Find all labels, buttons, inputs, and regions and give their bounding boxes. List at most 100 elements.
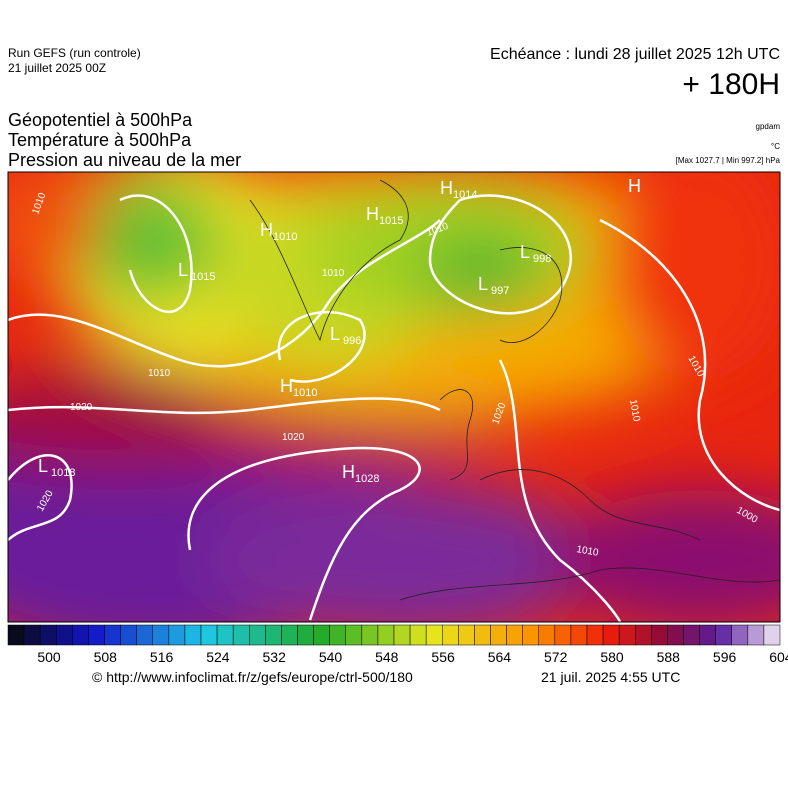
colorbar-swatch <box>200 624 218 646</box>
colorbar-swatch <box>490 624 507 646</box>
unit-label: °C <box>771 142 780 151</box>
colorbar-swatch <box>731 624 749 646</box>
colorbar-swatch <box>297 624 314 646</box>
title: Pression au niveau de la mer <box>8 150 242 170</box>
isobar-label: 1010 <box>322 268 345 279</box>
colorbar-swatch <box>23 624 41 646</box>
colorbar-swatch <box>409 624 427 646</box>
colorbar-swatch <box>56 624 73 646</box>
isobar-label: 1010 <box>575 544 599 559</box>
center-symbol: H <box>342 462 355 482</box>
colorbar-label: 572 <box>544 649 568 665</box>
unit-label: gpdam <box>755 122 780 131</box>
center-symbol: H <box>260 220 273 240</box>
colorbar-swatch <box>184 624 202 646</box>
colorbar-label: 588 <box>657 649 681 665</box>
center-symbol: L <box>330 324 340 344</box>
center-value: 1015 <box>379 215 403 227</box>
colorbar-swatch <box>570 624 588 646</box>
colorbar-swatch <box>265 624 282 646</box>
colorbar-label: 532 <box>263 649 287 665</box>
colorbar-swatch <box>715 624 733 646</box>
pressure-center: L 1015 <box>178 260 215 283</box>
run-label: Run GEFS (run controle) <box>8 46 141 60</box>
colorbar-label: 580 <box>600 649 624 665</box>
pressure-center: L 1018 <box>38 456 75 479</box>
center-symbol: L <box>478 274 488 294</box>
colorbar-label: 604 <box>769 649 788 665</box>
colorbar-label: 556 <box>431 649 455 665</box>
pressure-center: H 1010 <box>260 220 297 243</box>
source: © http://www.infoclimat.fr/z/gefs/europe… <box>92 669 413 685</box>
colorbar-swatch <box>120 624 137 646</box>
run-date: 21 juillet 2025 00Z <box>8 61 107 75</box>
center-symbol: L <box>178 260 188 280</box>
title: Géopotentiel à 500hPa <box>8 110 193 130</box>
center-symbol: H <box>280 376 293 396</box>
colorbar: 500 508 516 524 532 540 548 556 564 572 580 588 596 6… <box>7 624 788 665</box>
colorbar-label: 540 <box>319 649 343 665</box>
field <box>8 172 780 622</box>
center-symbol: H <box>628 176 641 196</box>
colorbar-swatch <box>602 624 620 646</box>
generated-time: 21 juil. 2025 4:55 UTC <box>541 669 681 685</box>
center-value: 1015 <box>191 271 215 283</box>
colorbar-label: 500 <box>37 649 61 665</box>
colorbar-label: 564 <box>488 649 512 665</box>
pressure-center: H 1014 <box>440 178 477 201</box>
center-value: 1010 <box>273 231 297 243</box>
colorbar-swatch <box>474 624 491 646</box>
colorbar-swatch <box>425 624 443 646</box>
colorbar-swatch <box>635 624 652 646</box>
center-value: 1028 <box>355 473 379 485</box>
colorbar-swatch <box>763 624 781 646</box>
unit-label: [Max 1027.7 | Min 997.2] hPa <box>675 156 780 165</box>
colorbar-label: 596 <box>713 649 737 665</box>
center-value: 997 <box>491 285 509 297</box>
colorbar-swatch <box>651 624 668 646</box>
colorbar-swatch <box>136 624 154 646</box>
pressure-center: H <box>628 176 641 196</box>
isobars <box>8 194 780 622</box>
colorbar-swatch <box>88 624 105 646</box>
isobar-label: 1010 <box>148 368 171 379</box>
colorbar-swatch <box>152 624 170 646</box>
colorbar-swatch <box>216 624 234 646</box>
colorbar-swatch <box>747 624 765 646</box>
colorbar-swatch <box>377 624 395 646</box>
isobar-label: 1010 <box>627 399 642 423</box>
colorbar-swatch <box>442 624 459 646</box>
colorbar-swatch <box>683 624 700 646</box>
colorbar-label: 516 <box>150 649 174 665</box>
pressure-center: L 998 <box>520 242 551 265</box>
title: Température à 500hPa <box>8 130 192 150</box>
center-value: 1010 <box>293 387 317 399</box>
pressure-center: H 1010 <box>280 376 317 399</box>
colorbar-swatch <box>618 624 636 646</box>
colorbar-swatch <box>72 624 89 646</box>
colorbar-swatch <box>313 624 330 646</box>
lead-time: + 180H <box>682 68 780 101</box>
colorbar-swatch <box>699 624 716 646</box>
colorbar-swatch <box>329 624 346 646</box>
colorbar-swatch <box>506 624 523 646</box>
map: 500 508 516 524 532 540 548 556 564 572 580 588 596 6… <box>7 171 788 665</box>
coastlines <box>249 179 780 601</box>
valid-time: Echéance : lundi 28 juillet 2025 12h UTC <box>490 46 780 63</box>
colorbar-swatch <box>232 624 250 646</box>
colorbar-swatch <box>345 624 363 646</box>
colorbar-swatch <box>667 624 684 646</box>
center-value: 1018 <box>51 467 75 479</box>
pressure-center: L 997 <box>478 274 509 297</box>
colorbar-swatch <box>281 624 298 646</box>
colorbar-swatch <box>538 624 556 646</box>
center-symbol: H <box>440 178 453 198</box>
colorbar-swatch <box>249 624 266 646</box>
center-symbol: H <box>366 204 379 224</box>
colorbar-swatch <box>168 624 186 646</box>
isobar-label: 1020 <box>282 432 305 443</box>
colorbar-swatch <box>104 624 121 646</box>
colorbar-label: 508 <box>94 649 118 665</box>
colorbar-swatch <box>7 624 25 646</box>
